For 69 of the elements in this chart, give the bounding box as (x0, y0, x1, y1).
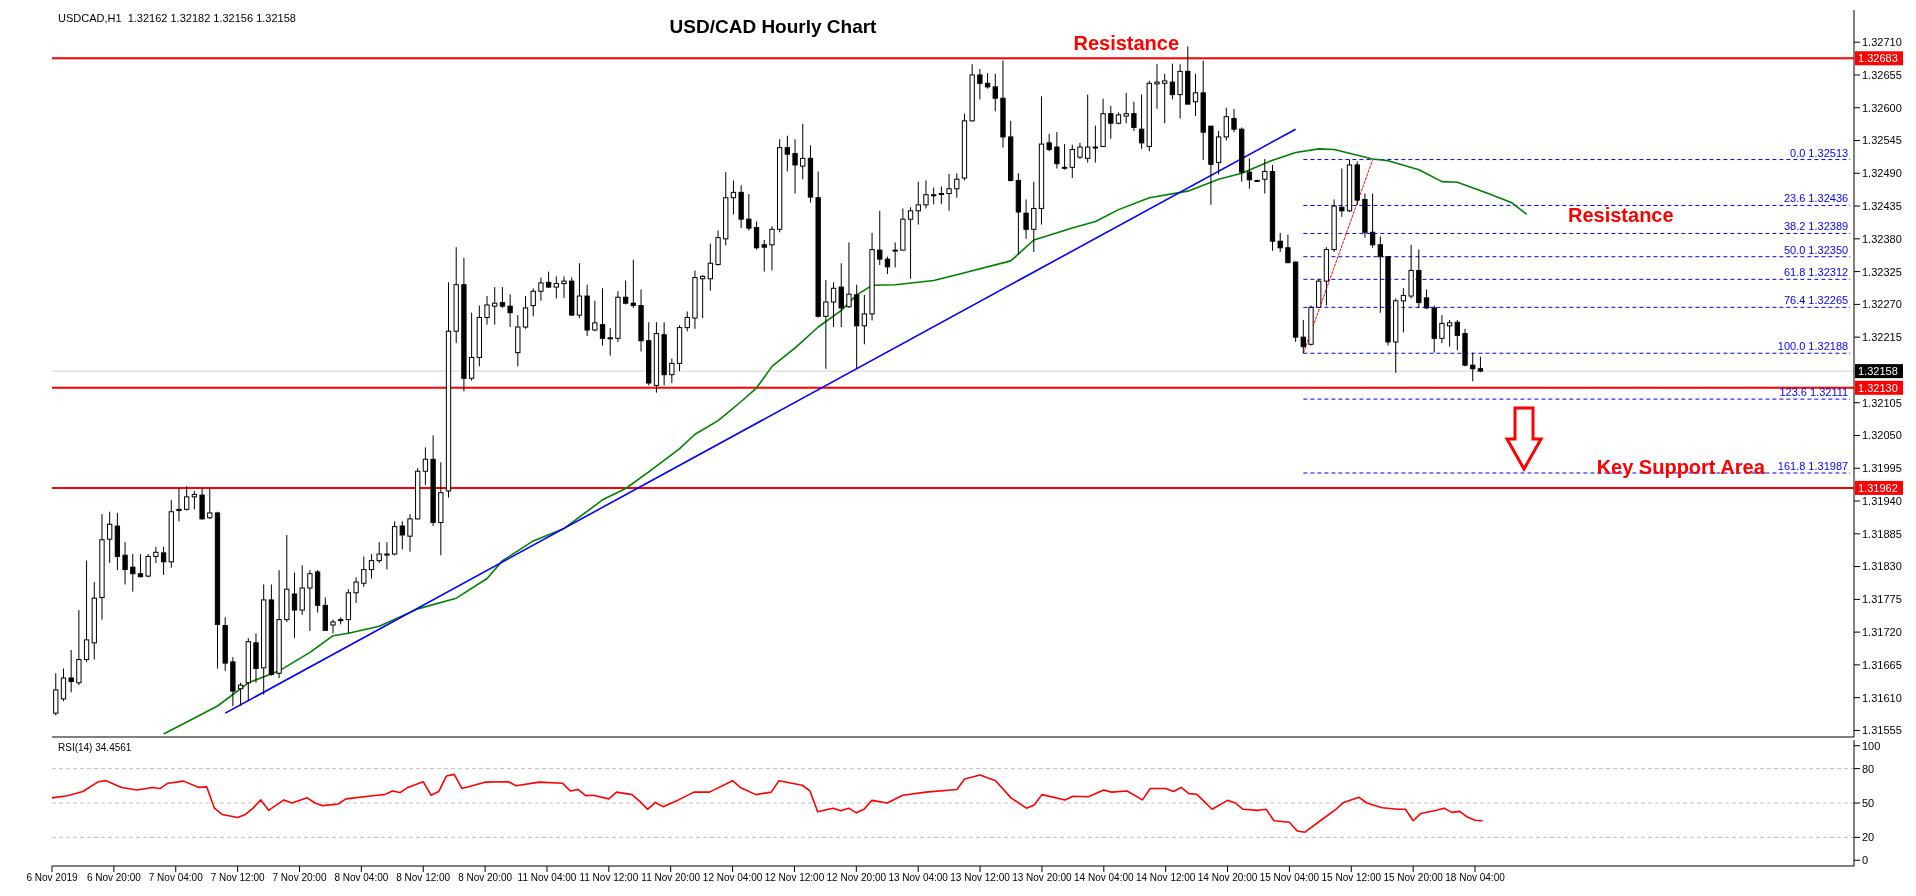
y-tick-label: 1.31720 (1862, 626, 1902, 639)
y-tick-label: 1.31830 (1862, 560, 1902, 573)
y-tick-label: 1.31775 (1862, 593, 1902, 606)
y-tick-label: 1.31995 (1862, 462, 1902, 475)
x-tick-label: 11 Nov 20:00 (641, 872, 701, 884)
annotation: Key Support Area (1596, 455, 1766, 478)
x-tick-label: 7 Nov 20:00 (272, 872, 327, 884)
x-tick-label: 8 Nov 20:00 (458, 872, 513, 884)
y-tick-label: 80 (1862, 762, 1875, 775)
y-tick-label: 1.32105 (1862, 396, 1902, 409)
annotation: Resistance (1073, 32, 1180, 55)
ref-line-label: 1.32683 (1858, 52, 1898, 65)
y-tick-label: 1.32380 (1862, 232, 1902, 245)
y-tick-label: 0 (1862, 854, 1869, 867)
x-tick-label: 11 Nov 12:00 (579, 872, 639, 884)
x-tick-label: 13 Nov 12:00 (950, 872, 1011, 884)
y-tick-label: 1.32490 (1862, 167, 1902, 180)
y-tick-label: 1.31940 (1862, 494, 1902, 507)
y-tick-label: 1.32435 (1862, 199, 1902, 212)
y-tick-label: 1.31555 (1862, 724, 1902, 737)
ref-line-label: 38.2 1.32389 (1783, 220, 1849, 233)
x-tick-label: 15 Nov 20:00 (1383, 872, 1444, 884)
x-tick-label: 12 Nov 20:00 (826, 872, 887, 884)
y-tick-label: 1.32215 (1862, 331, 1902, 344)
x-tick-label: 7 Nov 04:00 (148, 872, 204, 884)
y-tick-label: 100 (1862, 739, 1881, 752)
ref-line-label: 76.4 1.32265 (1783, 294, 1849, 307)
x-tick-label: 6 Nov 20:00 (86, 872, 142, 884)
y-tick-label: 1.32050 (1862, 429, 1902, 442)
ref-line-label: 161.8 1.31987 (1777, 460, 1849, 473)
ref-line-label: 1.32158 (1858, 365, 1898, 378)
annotation: Resistance (1568, 204, 1674, 227)
x-tick-label: 12 Nov 12:00 (764, 872, 825, 884)
y-tick-label: 1.31610 (1862, 691, 1902, 704)
ref-line-label: 23.6 1.32436 (1783, 192, 1849, 205)
ref-line-label: 100.0 1.32188 (1777, 340, 1849, 353)
y-tick-label: 1.32600 (1862, 101, 1902, 114)
y-tick-label: 1.32655 (1862, 68, 1902, 81)
x-tick-label: 13 Nov 04:00 (888, 872, 949, 884)
x-tick-label: 14 Nov 04:00 (1074, 872, 1134, 884)
x-tick-label: 6 Nov 2019 (26, 872, 79, 884)
ref-line-label: 50.0 1.32350 (1783, 243, 1849, 256)
x-tick-label: 18 Nov 04:00 (1445, 872, 1506, 884)
annotation: USDCAD,H1 1.32162 1.32182 1.32156 1.32158 (58, 12, 296, 24)
y-tick-label: 1.32270 (1862, 298, 1902, 311)
ref-line-label: 1.32130 (1858, 381, 1898, 394)
y-tick-label: 1.32710 (1862, 36, 1902, 49)
x-tick-label: 15 Nov 04:00 (1259, 872, 1320, 884)
x-tick-label: 11 Nov 04:00 (517, 872, 577, 884)
x-tick-label: 15 Nov 12:00 (1321, 872, 1382, 884)
ref-line-label: 61.8 1.32312 (1783, 266, 1849, 279)
y-tick-label: 1.31885 (1862, 527, 1902, 540)
ref-line-label: 123.6 1.32111 (1779, 386, 1849, 399)
y-tick-label: 20 (1862, 831, 1875, 844)
x-tick-label: 13 Nov 20:00 (1012, 872, 1073, 884)
ref-line-label: 1.31962 (1858, 481, 1898, 494)
chart-title: RSI(14) 34.4561 (58, 742, 132, 753)
y-tick-label: 1.32545 (1862, 134, 1902, 147)
x-tick-label: 8 Nov 04:00 (334, 872, 389, 884)
y-tick-label: 50 (1862, 796, 1875, 809)
x-tick-label: 8 Nov 12:00 (396, 872, 451, 884)
y-tick-label: 1.32325 (1862, 265, 1902, 278)
x-tick-label: 7 Nov 12:00 (210, 872, 266, 884)
x-tick-label: 14 Nov 20:00 (1197, 872, 1258, 884)
x-tick-label: 14 Nov 12:00 (1135, 872, 1196, 884)
x-tick-label: 12 Nov 04:00 (702, 872, 763, 884)
chart-title: USD/CAD Hourly Chart (669, 16, 877, 37)
ref-line-label: 0.0 1.32513 (1790, 146, 1849, 159)
y-tick-label: 1.31665 (1862, 658, 1902, 671)
